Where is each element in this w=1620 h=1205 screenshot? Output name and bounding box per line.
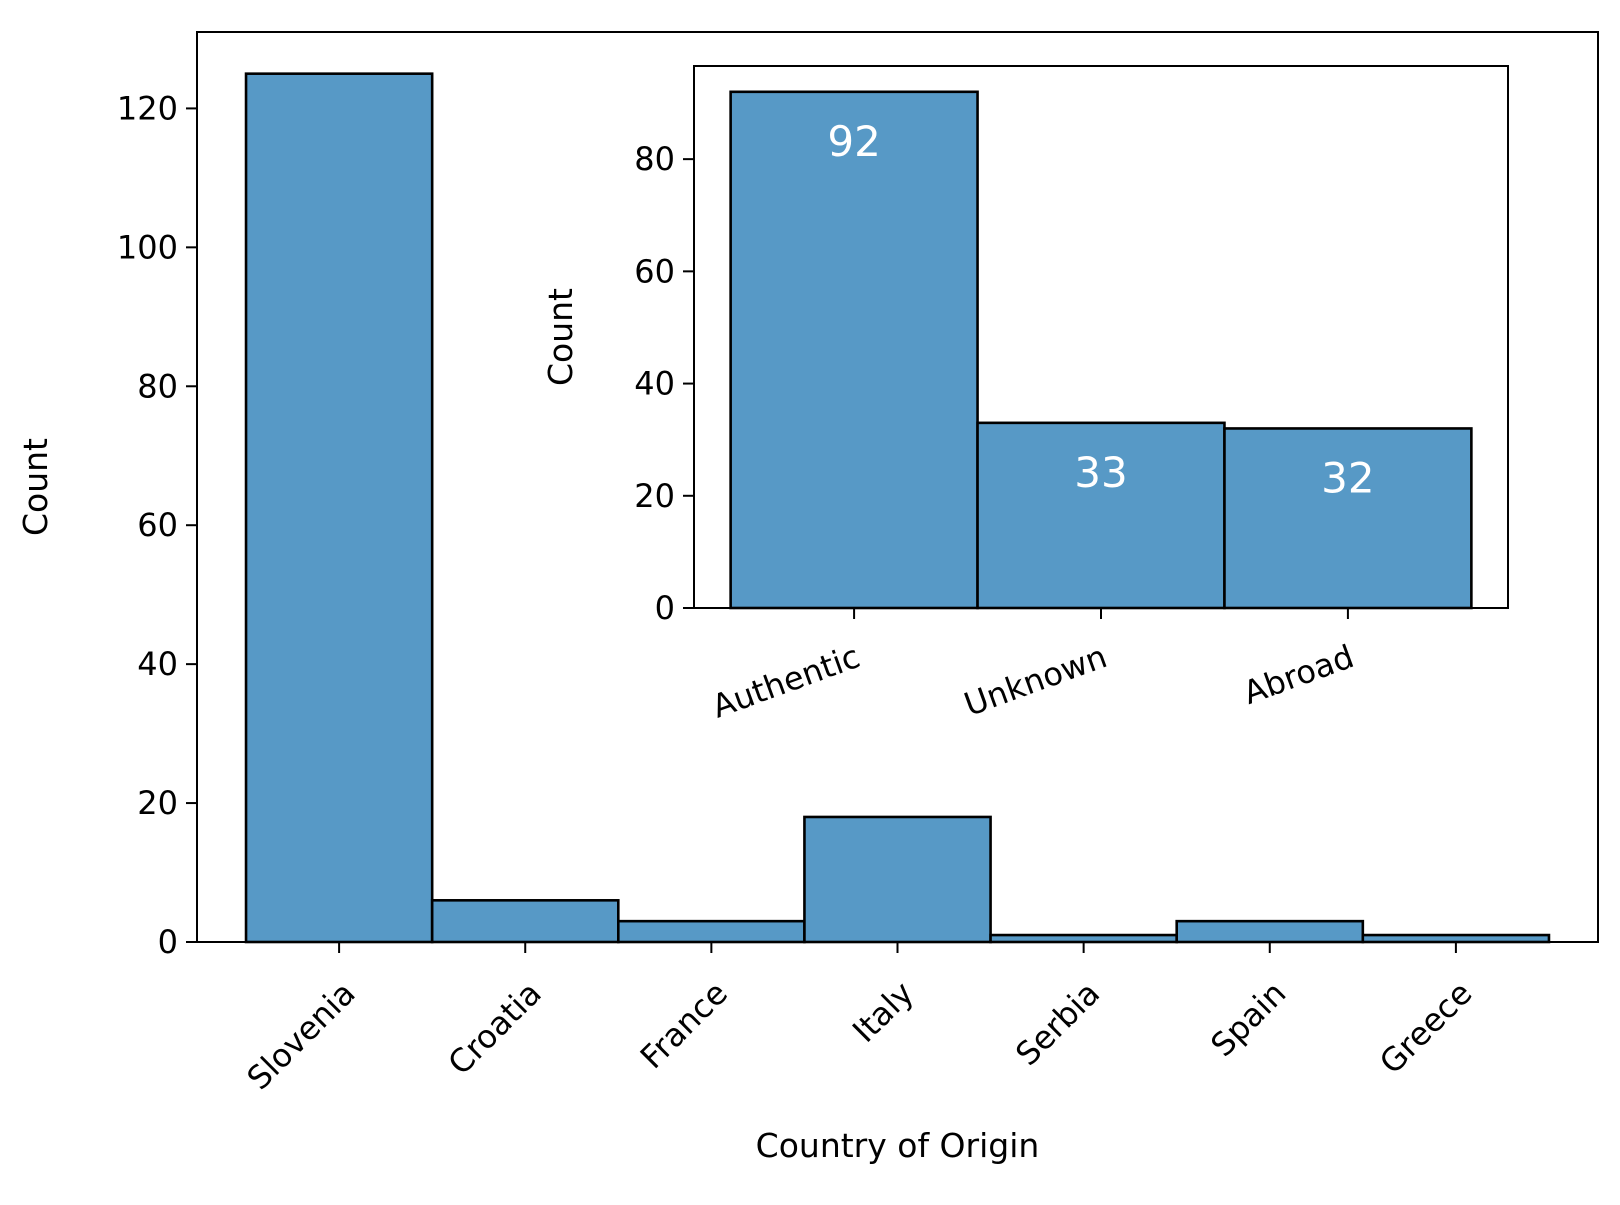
inset-ytick-label: 40 (634, 365, 675, 403)
main-xtick-label-spain: Spain (1203, 974, 1293, 1064)
main-ytick-label: 60 (137, 506, 178, 544)
main-bar-croatia (430, 899, 620, 944)
main-ytick-label: 20 (137, 784, 178, 822)
inset-bar-unknown (976, 421, 1226, 610)
main-xtick-label-croatia: Croatia (441, 974, 549, 1082)
main-bar-serbia (989, 933, 1178, 944)
inset-bar-authentic (729, 90, 979, 610)
main-ytick-label: 100 (117, 228, 178, 266)
main-xtick-label-france: France (633, 974, 735, 1076)
main-bar-italy (803, 815, 992, 944)
main-xtick-label-slovenia: Slovenia (239, 974, 362, 1097)
inset-ytick-label: 80 (634, 140, 675, 178)
main-bar-france (617, 919, 806, 944)
inset-ytick-label: 60 (634, 252, 675, 290)
main-xtick-label-greece: Greece (1372, 974, 1479, 1081)
inset-ytick-label: 20 (634, 477, 675, 515)
inset-ytick-label: 0 (655, 589, 675, 627)
main-ylabel: Count (16, 438, 55, 536)
main-xtick-label-italy: Italy (845, 974, 921, 1050)
inset-data-label-unknown: 33 (1074, 448, 1127, 497)
main-xlabel: Country of Origin (756, 1126, 1040, 1165)
main-ytick-label: 80 (137, 367, 178, 405)
inset-ylabel: Count (541, 288, 580, 386)
main-bar-greece (1361, 933, 1551, 944)
inset-data-label-abroad: 32 (1321, 453, 1374, 502)
main-bar-slovenia (244, 72, 434, 944)
inset-data-label-authentic: 92 (827, 117, 880, 166)
main-xtick-label-serbia: Serbia (1008, 974, 1107, 1073)
main-ytick-label: 40 (137, 645, 178, 683)
main-bar-spain (1175, 919, 1365, 944)
main-ytick-label: 120 (117, 89, 178, 127)
main-ytick-label: 0 (158, 923, 178, 961)
